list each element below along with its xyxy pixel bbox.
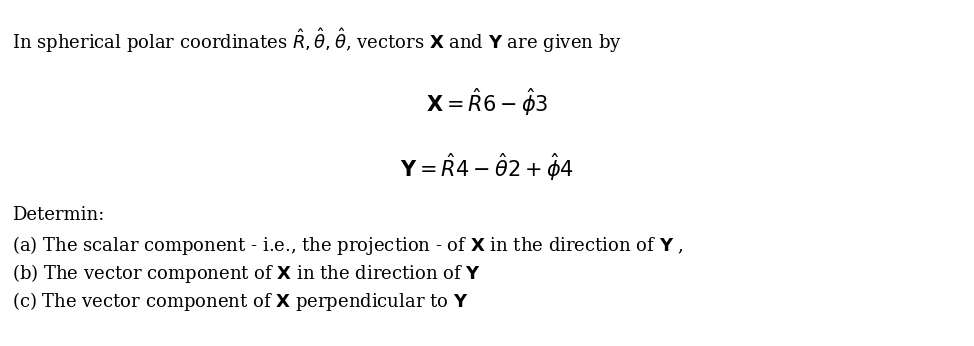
- Text: Determin:: Determin:: [12, 206, 104, 224]
- Text: In spherical polar coordinates $\hat{R}, \hat{\theta}, \hat{\theta}$, vectors $\: In spherical polar coordinates $\hat{R},…: [12, 26, 621, 55]
- Text: $\mathbf{Y} = \hat{R}4 - \hat{\theta}2 + \hat{\phi}4$: $\mathbf{Y} = \hat{R}4 - \hat{\theta}2 +…: [400, 151, 574, 183]
- Text: $\mathbf{X} = \hat{R}6 - \hat{\phi}3$: $\mathbf{X} = \hat{R}6 - \hat{\phi}3$: [426, 86, 548, 118]
- Text: (c) The vector component of $\mathbf{X}$ perpendicular to $\mathbf{Y}$: (c) The vector component of $\mathbf{X}$…: [12, 290, 468, 313]
- Text: (b) The vector component of $\mathbf{X}$ in the direction of $\mathbf{Y}$: (b) The vector component of $\mathbf{X}$…: [12, 262, 481, 285]
- Text: (a) The scalar component - i.e., the projection - of $\mathbf{X}$ in the directi: (a) The scalar component - i.e., the pro…: [12, 234, 684, 257]
